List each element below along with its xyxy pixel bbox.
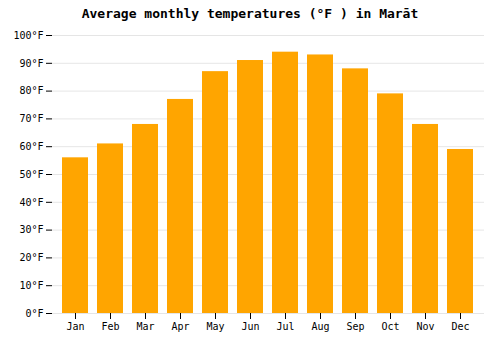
svg-text:Aug: Aug [311,321,329,332]
svg-text:Sep: Sep [346,321,364,332]
svg-text:30°F: 30°F [19,224,43,235]
svg-text:0°F: 0°F [25,308,43,319]
svg-text:Jun: Jun [241,321,259,332]
svg-text:Jan: Jan [66,321,84,332]
svg-text:50°F: 50°F [19,169,43,180]
svg-text:Feb: Feb [101,321,119,332]
svg-text:60°F: 60°F [19,141,43,152]
svg-text:Mar: Mar [136,321,154,332]
html-text:Average monthly temperatures (: Average monthly temperatures (°F ) in Ma… [81,6,419,21]
svg-text:Jul: Jul [276,321,294,332]
svg-text:Nov: Nov [416,321,434,332]
svg-text:10°F: 10°F [19,280,43,291]
svg-text:70°F: 70°F [19,113,43,124]
svg-text:May: May [206,321,224,332]
svg-text:80°F: 80°F [19,85,43,96]
svg-text:Dec: Dec [451,321,469,332]
svg-text:Oct: Oct [381,321,399,332]
svg-text:20°F: 20°F [19,252,43,263]
svg-text:90°F: 90°F [19,58,43,69]
svg-text:Apr: Apr [171,321,189,332]
svg-text:40°F: 40°F [19,197,43,208]
svg-text:100°F: 100°F [13,30,43,41]
